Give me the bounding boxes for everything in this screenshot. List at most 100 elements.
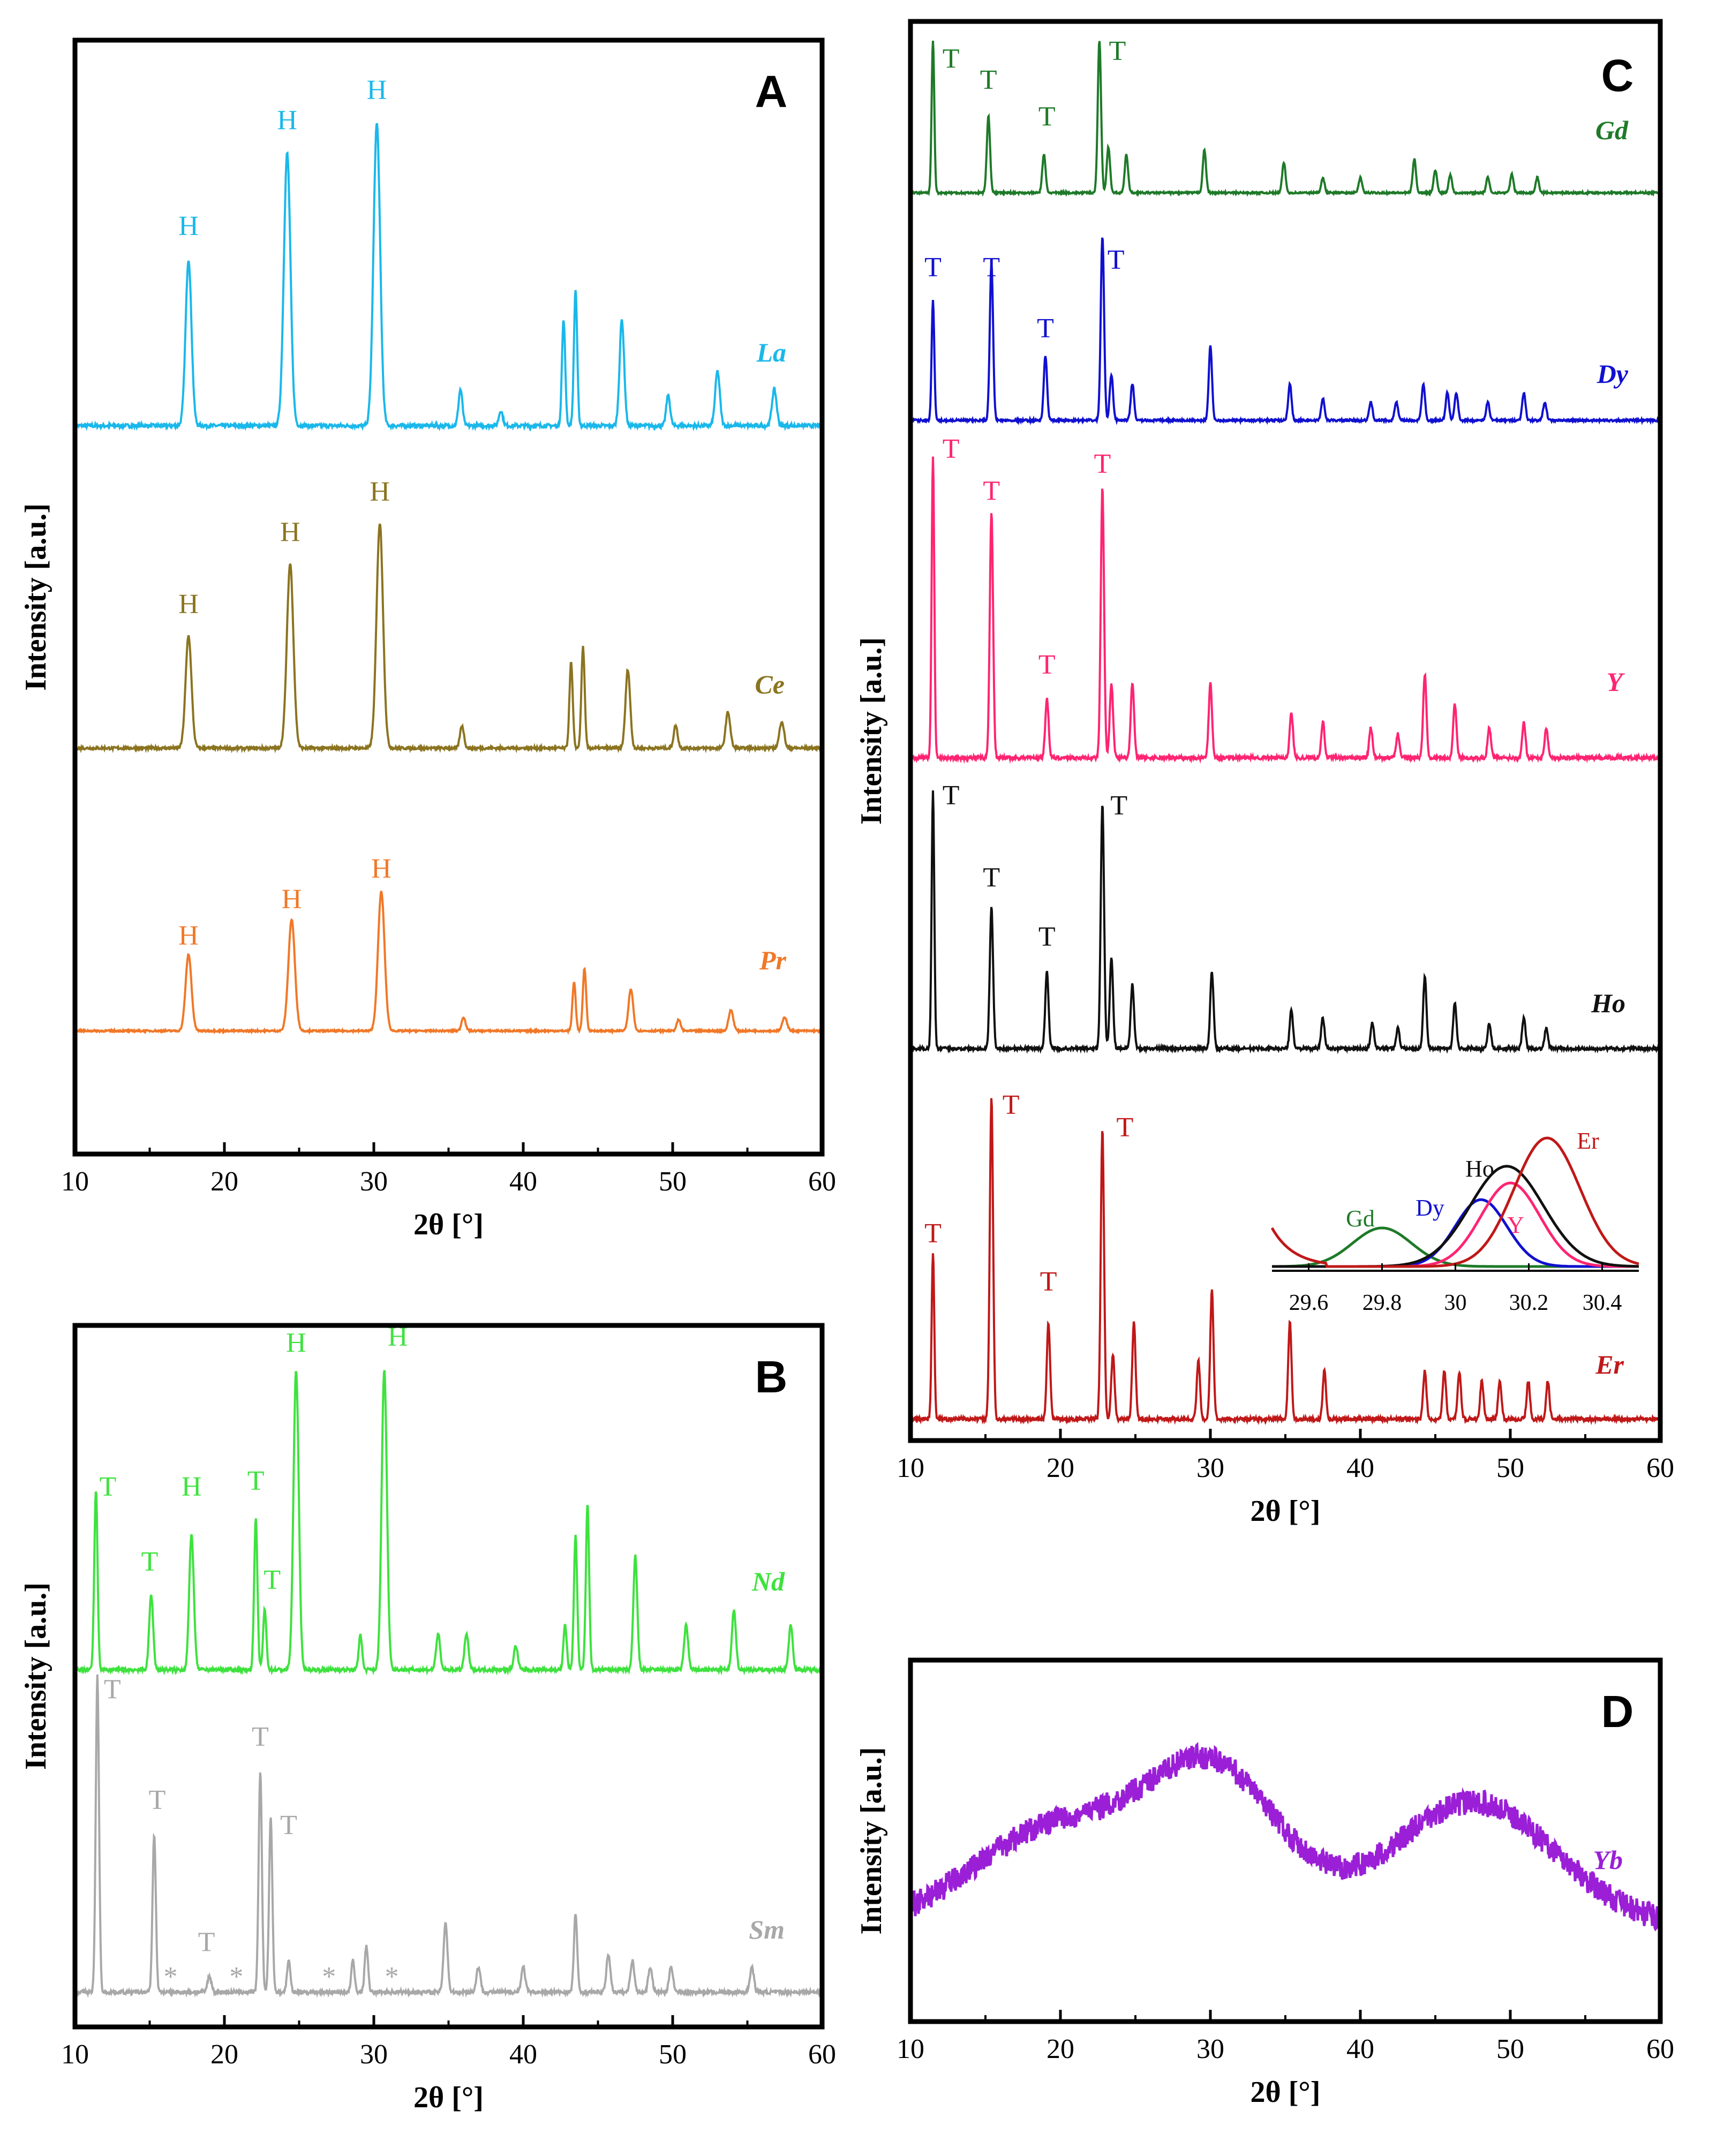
x-tick-label: 60 bbox=[1646, 2034, 1674, 2064]
x-tick-label: 40 bbox=[1346, 1453, 1374, 1483]
inset-tick-label: 30.4 bbox=[1583, 1291, 1622, 1315]
x-tick-label: 30 bbox=[360, 1166, 388, 1197]
y-axis-title: Intensity [a.u.] bbox=[19, 503, 52, 691]
x-tick-label: 60 bbox=[808, 2039, 836, 2070]
peak-label: H bbox=[178, 921, 199, 951]
peak-label: T bbox=[149, 1785, 166, 1815]
x-tick-label: 50 bbox=[1496, 2034, 1524, 2064]
series-label-yb: Yb bbox=[1593, 1845, 1623, 1875]
series-line-pr bbox=[74, 891, 823, 1035]
panel-frame bbox=[72, 1323, 825, 2030]
x-tick-label: 20 bbox=[210, 2039, 238, 2070]
peak-label: H bbox=[178, 589, 199, 620]
series-label-la: La bbox=[756, 337, 786, 367]
peak-label: * bbox=[164, 1962, 178, 1992]
peak-label: T bbox=[983, 252, 1000, 283]
series-line-la bbox=[74, 123, 823, 432]
series-label-gd: Gd bbox=[1595, 115, 1629, 145]
x-tick-label: 40 bbox=[509, 1166, 537, 1197]
panel-a: La H H H Ce H H H Pr H H H 10 20 30 40 50 60 2θ [°] Intensi… bbox=[19, 37, 836, 1241]
peak-label: T bbox=[1117, 1112, 1134, 1143]
series-label-ce: Ce bbox=[755, 669, 785, 699]
peak-label: T bbox=[943, 43, 960, 74]
peak-label: T bbox=[1110, 790, 1127, 821]
series-label-pr: Pr bbox=[759, 945, 787, 975]
x-tick-label: 30 bbox=[360, 2039, 388, 2070]
peak-label: T bbox=[252, 1722, 269, 1752]
x-tick-label: 40 bbox=[1346, 2034, 1374, 2064]
peak-label: H bbox=[282, 884, 302, 915]
peak-label: T bbox=[924, 1218, 942, 1249]
x-tick-label: 60 bbox=[1646, 1453, 1674, 1483]
series-line-gd bbox=[909, 41, 1661, 197]
peak-label: T bbox=[198, 1927, 215, 1957]
x-axis-title: 2θ [°] bbox=[413, 1208, 484, 1241]
x-tick-label: 20 bbox=[1047, 2034, 1074, 2064]
peak-label: * bbox=[385, 1962, 398, 1992]
x-tick-label: 50 bbox=[659, 2039, 687, 2070]
peak-label: H bbox=[277, 105, 297, 135]
y-axis-title: Intensity [a.u.] bbox=[855, 1747, 888, 1934]
x-tick-label: 10 bbox=[897, 1453, 924, 1483]
peak-label: T bbox=[141, 1547, 159, 1577]
peak-label: T bbox=[1109, 36, 1126, 66]
peak-label: H bbox=[367, 75, 387, 105]
peak-label: H bbox=[178, 211, 199, 242]
x-tick-label: 60 bbox=[808, 1166, 836, 1197]
inset-tick-label: 30 bbox=[1444, 1291, 1467, 1315]
panel-d: Yb 10 20 30 40 50 60 2θ [°] Intensity [a.u.] D bbox=[855, 1657, 1674, 2109]
peak-label: T bbox=[1038, 102, 1056, 132]
x-tick-label: 40 bbox=[509, 2039, 537, 2070]
series-line-ce bbox=[74, 523, 823, 754]
inset-label-er: Er bbox=[1577, 1128, 1599, 1154]
inset-label-y: Y bbox=[1507, 1212, 1524, 1238]
peak-label: T bbox=[943, 434, 960, 464]
peak-label: T bbox=[104, 1674, 121, 1705]
x-tick-label: 20 bbox=[1047, 1453, 1074, 1483]
x-tick-label: 20 bbox=[210, 1166, 238, 1197]
peak-label: * bbox=[322, 1962, 336, 1992]
series-line-nd bbox=[74, 1370, 823, 1676]
peak-label: T bbox=[983, 863, 1000, 893]
panel-letter: C bbox=[1601, 50, 1634, 101]
panel-letter: D bbox=[1601, 1686, 1634, 1737]
peak-label: T bbox=[1003, 1090, 1020, 1120]
series-line-y bbox=[909, 456, 1661, 764]
peak-label: T bbox=[1108, 245, 1125, 275]
series-label-sm: Sm bbox=[749, 1914, 785, 1944]
x-tick-label: 10 bbox=[61, 1166, 89, 1197]
y-axis-title: Intensity [a.u.] bbox=[19, 1582, 52, 1770]
peak-label: T bbox=[1037, 313, 1054, 344]
x-tick-label: 50 bbox=[659, 1166, 687, 1197]
peak-label: H bbox=[371, 854, 392, 884]
series-label-er: Er bbox=[1595, 1350, 1624, 1379]
series-line-ho bbox=[909, 790, 1661, 1054]
peak-label: H bbox=[182, 1472, 202, 1502]
peak-label: T bbox=[263, 1565, 281, 1595]
peak-label: H bbox=[370, 477, 390, 507]
inset-line-er bbox=[1270, 1136, 1639, 1268]
peak-label: T bbox=[943, 780, 960, 811]
series-line-er bbox=[909, 1098, 1661, 1426]
peak-label: T bbox=[1038, 650, 1056, 680]
peak-label: T bbox=[1038, 922, 1056, 952]
inset-chart: 29.6 29.8 30 30.2 30.4 Gd Dy Ho Y Er bbox=[1270, 1128, 1639, 1315]
series-label-nd: Nd bbox=[751, 1566, 785, 1596]
series-line-sm bbox=[74, 1674, 823, 1999]
series-label-dy: Dy bbox=[1597, 359, 1629, 389]
inset-tick-label: 30.2 bbox=[1509, 1291, 1549, 1315]
peak-label: T bbox=[1040, 1267, 1057, 1297]
x-axis-title: 2θ [°] bbox=[413, 2081, 484, 2114]
peak-label: T bbox=[280, 1810, 297, 1841]
peak-label: T bbox=[1094, 449, 1111, 479]
peak-label: H bbox=[280, 517, 300, 548]
peak-label: H bbox=[286, 1328, 306, 1358]
x-axis-title: 2θ [°] bbox=[1251, 2076, 1321, 2109]
inset-tick-label: 29.6 bbox=[1289, 1291, 1329, 1315]
inset-tick-label: 29.8 bbox=[1362, 1291, 1402, 1315]
panel-letter: B bbox=[755, 1352, 788, 1402]
peak-label: * bbox=[229, 1962, 243, 1992]
